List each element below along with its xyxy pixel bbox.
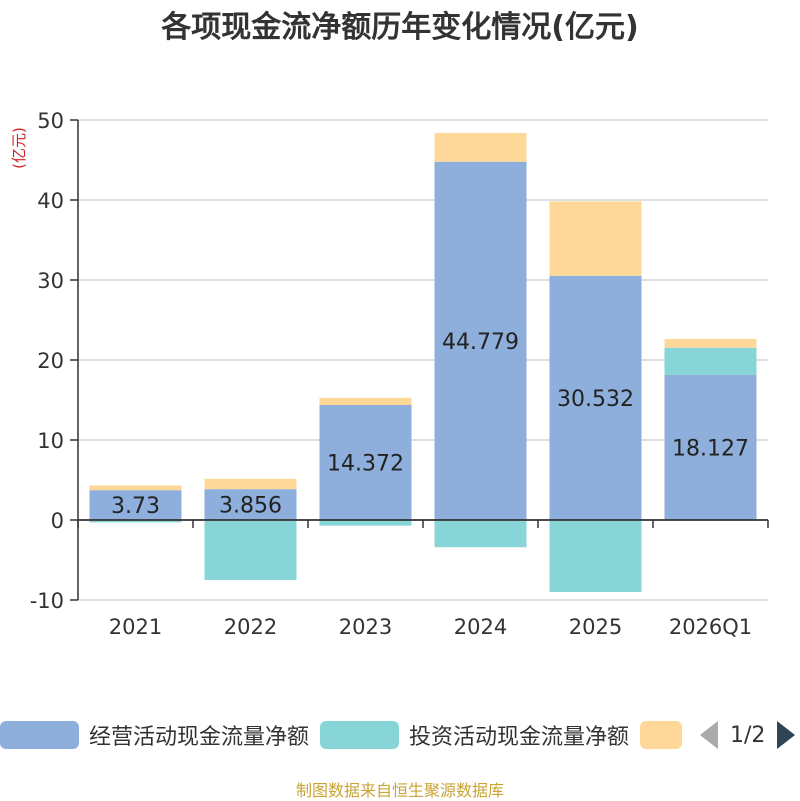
data-label: 14.372 — [327, 452, 404, 477]
chart-title: 各项现金流净额历年变化情况(亿元) — [161, 10, 639, 45]
x-tick-label: 2022 — [224, 615, 277, 639]
x-tick-label: 2023 — [339, 615, 392, 639]
bar-2026Q1-series0 — [664, 374, 757, 520]
legend-label-investing: 投资活动现金流量净额 — [409, 725, 630, 750]
bar-2022-series1 — [204, 520, 297, 580]
pager-text: 1/2 — [730, 722, 766, 748]
bar-2021-series0 — [89, 490, 182, 520]
x-tick-label: 2021 — [109, 615, 162, 639]
bar-2026Q1-series2 — [664, 338, 757, 348]
bar-2026Q1-series1 — [664, 347, 757, 375]
legend-item-operating[interactable]: 经营活动现金流量净额 — [0, 720, 309, 750]
bar-2023-series0 — [319, 405, 412, 520]
y-axis-label: (亿元) — [10, 127, 28, 169]
x-tick-label: 2026Q1 — [669, 615, 752, 639]
legend-swatch-financing — [640, 721, 682, 749]
pager-prev-icon[interactable] — [700, 721, 718, 749]
y-tick-label: 40 — [37, 189, 64, 213]
bar-2023-series2 — [319, 397, 412, 406]
bar-2021-series2 — [89, 485, 182, 491]
legend-item-investing[interactable]: 投资活动现金流量净额 — [320, 720, 629, 750]
y-tick-label: -10 — [30, 589, 64, 613]
data-label: 18.127 — [672, 436, 749, 461]
legend-swatch-investing — [320, 721, 399, 749]
y-tick-label: 30 — [37, 269, 64, 293]
x-tick-label: 2025 — [569, 615, 622, 639]
y-tick-label: 0 — [51, 509, 64, 533]
legend-pager: 1/2 — [700, 720, 796, 750]
data-label: 44.779 — [442, 330, 519, 355]
data-label: 3.73 — [111, 494, 160, 519]
data-source-note: 制图数据来自恒生聚源数据库 — [295, 781, 504, 800]
legend-swatch-operating — [0, 721, 79, 749]
y-tick-label: 20 — [37, 349, 64, 373]
bar-2022-series2 — [204, 478, 297, 490]
y-tick-label: 10 — [37, 429, 64, 453]
bar-2025-series1 — [549, 520, 642, 592]
y-tick-label: 50 — [37, 109, 64, 133]
x-tick-label: 2024 — [454, 615, 507, 639]
bar-2023-series1 — [319, 520, 412, 526]
data-label: 3.856 — [219, 494, 282, 519]
bar-2025-series0 — [549, 275, 642, 520]
bar-2024-series0 — [434, 161, 527, 520]
legend-label-operating: 经营活动现金流量净额 — [89, 725, 310, 750]
legend: 经营活动现金流量净额 投资活动现金流量净额 1/2 — [0, 716, 800, 756]
legend-item-financing[interactable] — [640, 720, 682, 750]
data-label: 30.532 — [557, 387, 634, 412]
bar-2021-series1 — [89, 520, 182, 523]
bar-2024-series1 — [434, 520, 527, 548]
pager-next-icon[interactable] — [777, 721, 796, 749]
bar-2024-series2 — [434, 132, 527, 162]
bar-2022-series0 — [204, 489, 297, 520]
bar-2025-series2 — [549, 201, 642, 276]
